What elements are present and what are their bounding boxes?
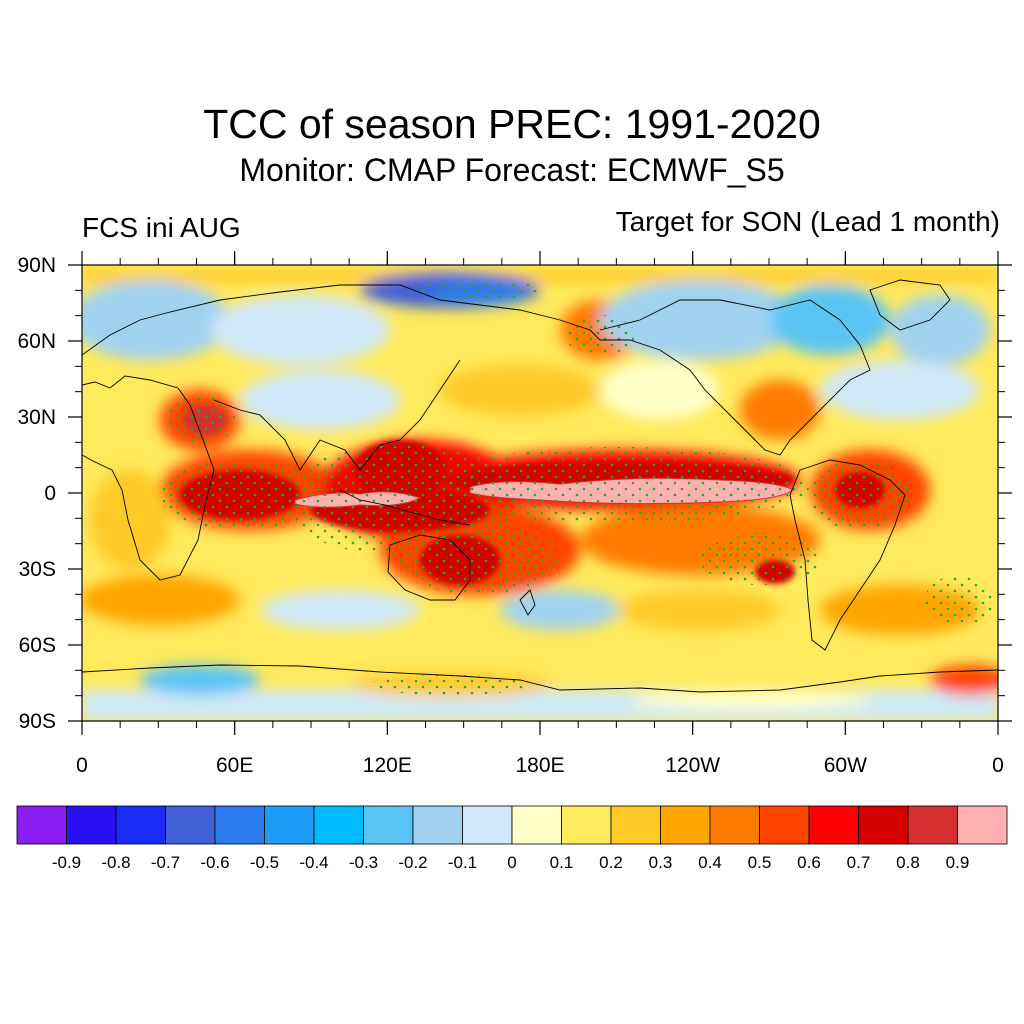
colorbar-label: 0.7 (847, 853, 871, 872)
target-season-label: Target for SON (Lead 1 month) (615, 206, 1000, 237)
colorbar-label: 0.1 (550, 853, 574, 872)
lat-tick-label: 90S (19, 710, 56, 733)
coastline-maritime-continent (339, 489, 471, 526)
colorbar-swatch (16, 805, 67, 845)
colorbar-label: -0.6 (200, 853, 229, 872)
lon-tick-label: 0 (76, 754, 88, 777)
colorbar-swatch (313, 805, 364, 845)
colorbar-swatch (214, 805, 265, 845)
colorbar-label: 0.5 (748, 853, 772, 872)
lat-tick-label: 30N (17, 406, 56, 429)
colorbar-swatch (610, 805, 661, 845)
colorbar-swatch (957, 805, 1008, 845)
forecast-init-label: FCS ini AUG (82, 212, 241, 243)
colorbar-swatch (363, 805, 414, 845)
colorbar-swatch (264, 805, 315, 845)
colorbar-swatch (907, 805, 958, 845)
map-subtitle: Monitor: CMAP Forecast: ECMWF_S5 (239, 152, 785, 188)
colorbar-swatch (561, 805, 612, 845)
colorbar-label: -0.5 (250, 853, 279, 872)
colorbar: -0.9 -0.8 -0.7 -0.6 -0.5 -0.4 -0.3 -0.2 -0.1 0 0.1… (16, 805, 1008, 872)
colorbar-swatch (858, 805, 909, 845)
colorbar-label: 0.3 (649, 853, 673, 872)
lon-tick-label: 180E (515, 754, 564, 777)
coastline-new-zealand (519, 589, 536, 616)
colorbar-label: -0.1 (448, 853, 477, 872)
colorbar-label: -0.2 (398, 853, 427, 872)
lat-tick-label: 30S (19, 558, 56, 581)
colorbar-swatch (660, 805, 711, 845)
map-axes: 90N 60N 30N 0 30S 60S 90S 0 60E 120E 180E 120W 60W 0 (17, 251, 1012, 777)
colorbar-label: 0 (507, 853, 516, 872)
lat-tick-label: 90N (17, 254, 56, 277)
colorbar-label: -0.8 (101, 853, 130, 872)
coastline-australia (387, 534, 471, 601)
coastline-africa-europe (82, 375, 215, 581)
colorbar-swatch (66, 805, 117, 845)
colorbar-label: -0.3 (349, 853, 378, 872)
colorbar-swatch (709, 805, 760, 845)
lat-tick-label: 60S (19, 634, 56, 657)
lon-tick-label: 120W (665, 754, 720, 777)
colorbar-swatch (759, 805, 810, 845)
colorbar-swatch (412, 805, 463, 845)
coastline-greenland (869, 279, 951, 331)
lon-tick-label: 60E (216, 754, 253, 777)
coastlines (82, 279, 998, 693)
colorbar-label: 0.9 (946, 853, 970, 872)
colorbar-swatch (511, 805, 562, 845)
colorbar-label: 0.8 (896, 853, 920, 872)
colorbar-label: 0.4 (698, 853, 722, 872)
map-plot-area (82, 265, 998, 721)
colorbar-swatch (165, 805, 216, 845)
lon-tick-label: 0 (992, 754, 1004, 777)
lon-tick-label: 60W (824, 754, 867, 777)
lat-tick-label: 0 (44, 482, 56, 505)
colorbar-swatch (115, 805, 166, 845)
colorbar-label: -0.7 (151, 853, 180, 872)
colorbar-swatch (808, 805, 859, 845)
lat-tick-label: 60N (17, 330, 56, 353)
colorbar-label: 0.2 (599, 853, 623, 872)
colorbar-label: -0.4 (299, 853, 328, 872)
significance-stippling (160, 280, 995, 695)
map-title: TCC of season PREC: 1991-2020 (203, 101, 821, 147)
coastline-antarctica (82, 664, 998, 693)
coastline-south-america (789, 459, 906, 651)
colorbar-swatch (462, 805, 513, 845)
coastline-eurasia-north (82, 284, 601, 356)
coastline-asia-south (213, 359, 461, 471)
coastline-north-america (599, 299, 871, 456)
lon-tick-label: 120E (363, 754, 412, 777)
colorbar-label: -0.9 (52, 853, 81, 872)
colorbar-label: 0.6 (797, 853, 821, 872)
